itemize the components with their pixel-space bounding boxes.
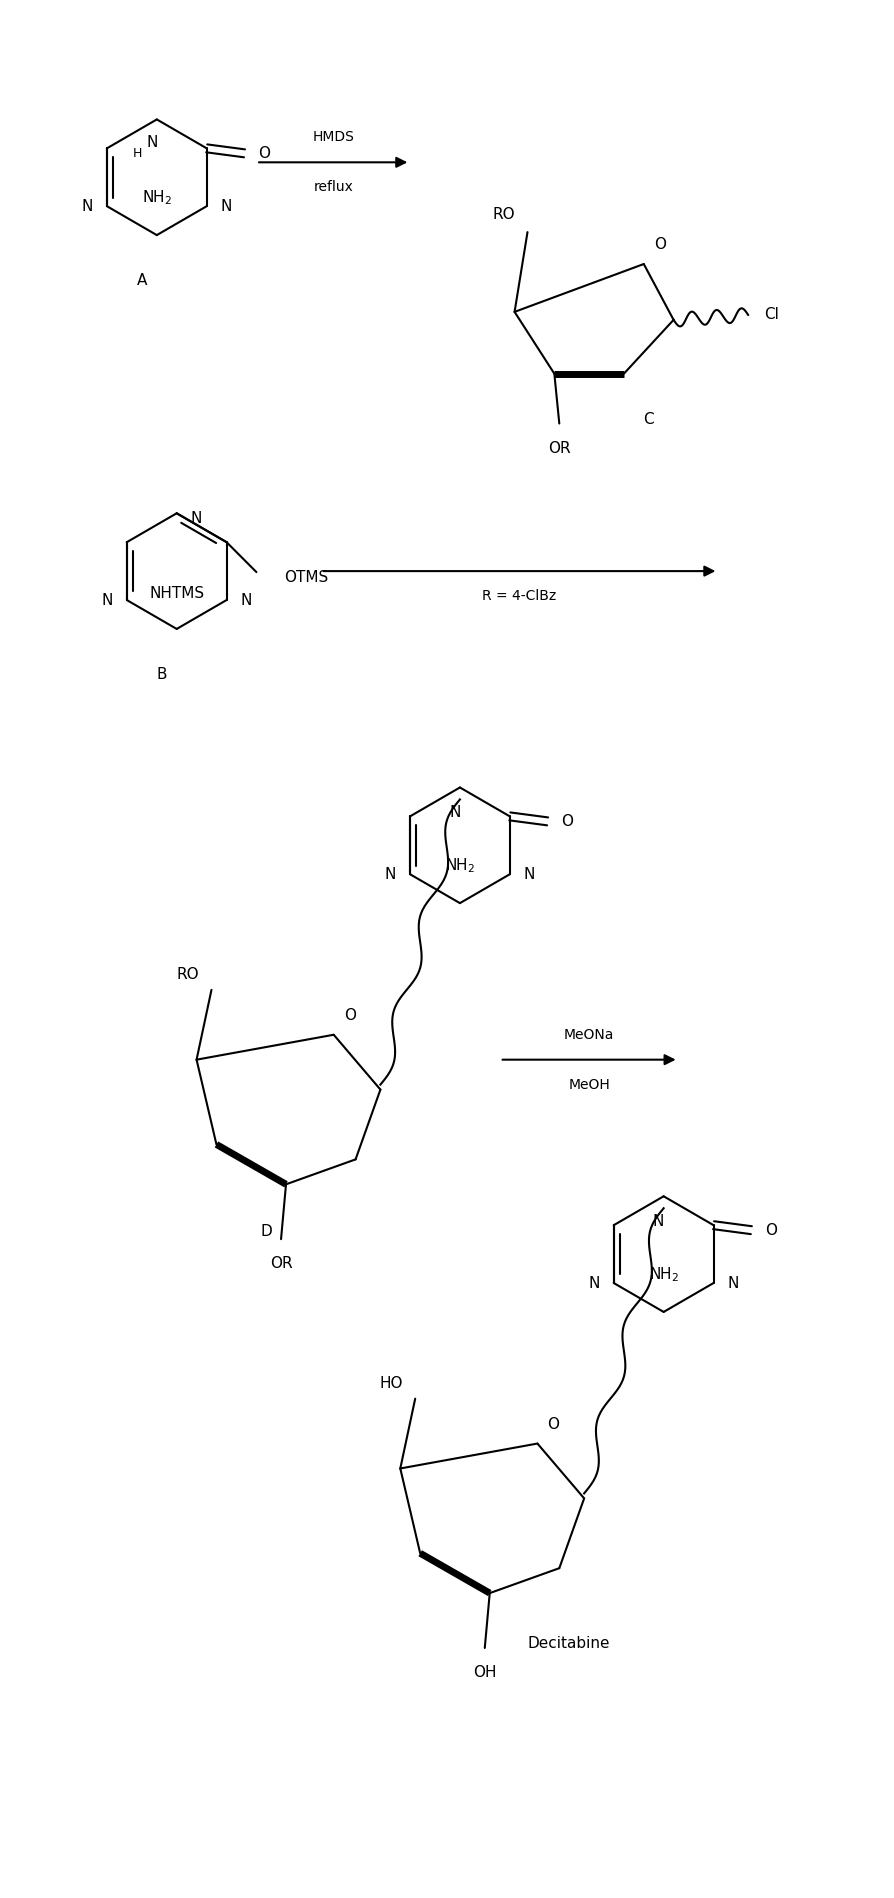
Text: B: B xyxy=(156,666,167,681)
Text: N: N xyxy=(221,199,232,214)
Text: N: N xyxy=(81,199,93,214)
Text: O: O xyxy=(764,1222,776,1237)
Text: HMDS: HMDS xyxy=(312,131,354,144)
Text: RO: RO xyxy=(493,207,515,222)
Text: D: D xyxy=(260,1224,272,1239)
Text: OR: OR xyxy=(269,1256,292,1272)
Text: Cl: Cl xyxy=(763,307,778,323)
Text: NH$_2$: NH$_2$ xyxy=(648,1266,678,1285)
Text: N: N xyxy=(449,805,460,820)
Text: N: N xyxy=(190,511,202,526)
Text: O: O xyxy=(258,146,270,161)
Text: OH: OH xyxy=(473,1665,496,1680)
Text: A: A xyxy=(137,273,147,288)
Text: N: N xyxy=(587,1275,599,1291)
Text: OR: OR xyxy=(547,442,570,457)
Text: NH$_2$: NH$_2$ xyxy=(444,856,475,875)
Text: O: O xyxy=(343,1008,355,1023)
Text: H: H xyxy=(132,148,141,159)
Text: N: N xyxy=(101,592,113,607)
Text: N: N xyxy=(727,1275,738,1291)
Text: MeONa: MeONa xyxy=(563,1027,613,1042)
Text: MeOH: MeOH xyxy=(568,1078,610,1091)
Text: RO: RO xyxy=(177,966,199,981)
Text: R = 4-ClBz: R = 4-ClBz xyxy=(482,588,556,604)
Text: OTMS: OTMS xyxy=(284,569,328,585)
Text: HO: HO xyxy=(379,1376,403,1391)
Text: N: N xyxy=(384,867,396,883)
Text: Decitabine: Decitabine xyxy=(527,1636,610,1651)
Text: O: O xyxy=(561,814,573,829)
Text: NHTMS: NHTMS xyxy=(149,586,204,602)
Text: O: O xyxy=(653,237,665,252)
Text: N: N xyxy=(240,592,251,607)
Text: NH$_2$: NH$_2$ xyxy=(141,188,172,207)
Text: C: C xyxy=(643,412,654,427)
Text: N: N xyxy=(653,1215,663,1230)
Text: N: N xyxy=(146,135,157,150)
Text: reflux: reflux xyxy=(313,180,353,194)
Text: N: N xyxy=(523,867,535,883)
Text: O: O xyxy=(547,1416,559,1431)
